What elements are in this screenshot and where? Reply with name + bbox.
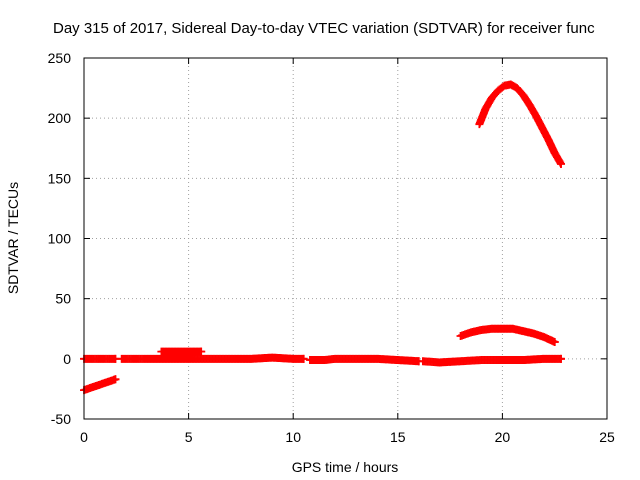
y-tick-label: 50 — [55, 291, 71, 307]
data-point — [550, 337, 559, 346]
series-track-c — [117, 353, 308, 363]
y-axis-label: SDTVAR / TECUs — [5, 182, 21, 294]
y-tick-label: -50 — [51, 411, 71, 427]
series-track-a — [80, 375, 120, 395]
y-tick-label: 200 — [48, 110, 72, 126]
y-tick-label: 100 — [48, 231, 72, 247]
x-tick-label: 10 — [285, 429, 301, 445]
x-tick-label: 5 — [185, 429, 193, 445]
chart-title: Day 315 of 2017, Sidereal Day-to-day VTE… — [53, 20, 595, 37]
data-point — [299, 354, 308, 363]
grid-layer — [84, 58, 607, 419]
x-tick-label: 15 — [390, 429, 406, 445]
data-point — [556, 354, 565, 363]
series-track-d — [157, 347, 206, 356]
series-track-e — [305, 354, 423, 366]
y-tick-label: 150 — [48, 170, 72, 186]
y-tick-label: 250 — [48, 50, 72, 66]
series-track-b — [80, 354, 120, 363]
x-tick-label: 20 — [495, 429, 511, 445]
series-track-f — [418, 354, 565, 367]
x-axis-label: GPS time / hours — [292, 459, 399, 475]
series-track-g — [456, 324, 559, 346]
x-tick-label: 0 — [80, 429, 88, 445]
data-points — [80, 80, 565, 395]
tick-labels: 0 5 10 15 20 25 -50 0 50 100 150 200 250 — [48, 50, 615, 445]
y-tick-label: 0 — [63, 351, 71, 367]
plot-frame — [83, 57, 608, 420]
data-point — [556, 159, 565, 168]
x-tick-label: 25 — [599, 429, 615, 445]
series-track-h — [475, 80, 565, 168]
data-point — [111, 375, 120, 384]
data-point — [197, 347, 206, 356]
